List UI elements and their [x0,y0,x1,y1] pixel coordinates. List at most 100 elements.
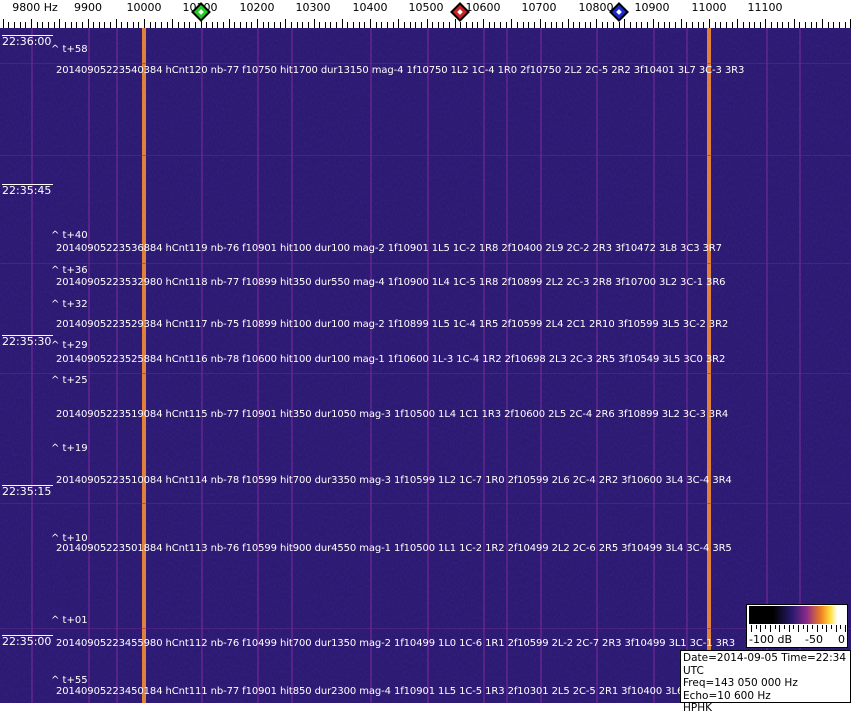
axis-tick [760,22,761,28]
axis-tick [31,19,32,28]
colorbar-tick [779,625,781,632]
axis-tick [483,19,484,28]
axis-tick [59,19,60,28]
axis-tick [579,22,580,28]
time-offset-note: ^ t+36 [51,265,88,276]
axis-tick [709,19,710,28]
axis-tick [562,22,563,28]
colorbar-gradient [749,606,845,624]
faint-carrier-line [426,28,429,703]
detection-log-line: 20140905223510084 hCnt114 nb-78 f10599 h… [56,475,732,486]
axis-tick [664,22,665,28]
colorbar-tick [755,625,757,629]
axis-tick [314,19,315,28]
axis-tick [613,22,614,28]
colorbar-tick [821,625,823,629]
axis-tick [511,19,512,28]
axis-tick [212,22,213,28]
axis-tick [833,22,834,28]
faint-carrier-line [539,28,542,703]
axis-tick [65,22,66,28]
faint-carrier-line [799,28,802,703]
freq-tick-label: 10300 [295,1,331,14]
axis-tick [415,22,416,28]
axis-tick [229,19,230,28]
time-offset-note: ^ t+32 [51,299,88,310]
axis-tick [534,22,535,28]
time-offset-note: ^ t+55 [51,675,88,686]
axis-tick [449,22,450,28]
axis-tick [364,22,365,28]
axis-tick [585,22,586,28]
axis-tick [799,22,800,28]
colorbar-tick [802,625,804,629]
axis-tick [93,22,94,28]
axis-tick [25,22,26,28]
axis-tick [217,22,218,28]
colorbar-tick [765,625,767,629]
axis-tick [653,19,654,28]
axis-tick [506,22,507,28]
axis-tick [150,22,151,28]
axis-tick [466,22,467,28]
colorbar-tick [793,625,795,629]
detection-log-line: 20140905223540384 hCnt120 nb-77 f10750 h… [56,65,745,76]
axis-tick [330,22,331,28]
faint-carrier-line [200,28,203,703]
horizontal-line [0,373,851,374]
axis-tick [319,22,320,28]
strong-carrier-line [707,28,711,703]
axis-tick [528,22,529,28]
axis-tick [641,22,642,28]
time-offset-note: ^ t+19 [51,443,88,454]
axis-tick [477,22,478,28]
axis-tick [76,22,77,28]
axis-tick [686,22,687,28]
axis-tick [811,22,812,28]
axis-tick [48,22,49,28]
axis-tick [743,22,744,28]
time-offset-note: ^ t+25 [51,375,88,386]
freq-tick-label: 11000 [691,1,727,14]
axis-tick [427,19,428,28]
detection-log-line: 20140905223532980 hCnt118 nb-77 f10899 h… [56,277,726,288]
freq-tick-label: 10400 [352,1,388,14]
axis-tick [551,22,552,28]
axis-tick [257,19,258,28]
spectrogram-waterfall[interactable]: 22:36:00 22:35:45 22:35:30 22:35:15 22:3… [0,28,851,703]
faint-carrier-line [652,28,655,703]
axis-tick [455,19,456,28]
axis-tick [732,22,733,28]
axis-tick [110,22,111,28]
date-time-text: Date=2014-09-05 Time=22:34 UTC [683,652,847,677]
axis-tick [127,22,128,28]
axis-tick [619,22,620,28]
axis-tick [104,22,105,28]
frequency-axis: 9800 Hz 9900 10000 10100 10200 10300 104… [0,0,851,28]
axis-tick [523,22,524,28]
frequency-unit-label: 9800 Hz [12,1,58,14]
axis-tick [822,19,823,28]
axis-tick [88,19,89,28]
axis-tick [438,22,439,28]
faint-carrier-line [31,28,33,703]
axis-tick [421,22,422,28]
colorbar-label: -100 dB [749,633,792,646]
faint-carrier-line [257,28,259,703]
axis-tick [816,22,817,28]
time-label: 22:36:00 [2,35,54,48]
axis-tick [681,19,682,28]
time-offset-note: ^ t+01 [51,615,88,626]
axis-tick [771,22,772,28]
axis-tick [263,22,264,28]
axis-tick [223,22,224,28]
detection-log-line: 20140905223536884 hCnt119 nb-76 f10901 h… [56,243,722,254]
freq-tick-label: 10200 [239,1,275,14]
faint-carrier-line [686,28,689,703]
horizontal-line [0,503,851,504]
freq-tick-label: 10800 [578,1,614,14]
axis-tick [754,22,755,28]
colorbar-tick [826,625,828,632]
frequency-text: Freq=143 050 000 Hz [683,677,798,689]
colorbar-tick [845,625,846,632]
